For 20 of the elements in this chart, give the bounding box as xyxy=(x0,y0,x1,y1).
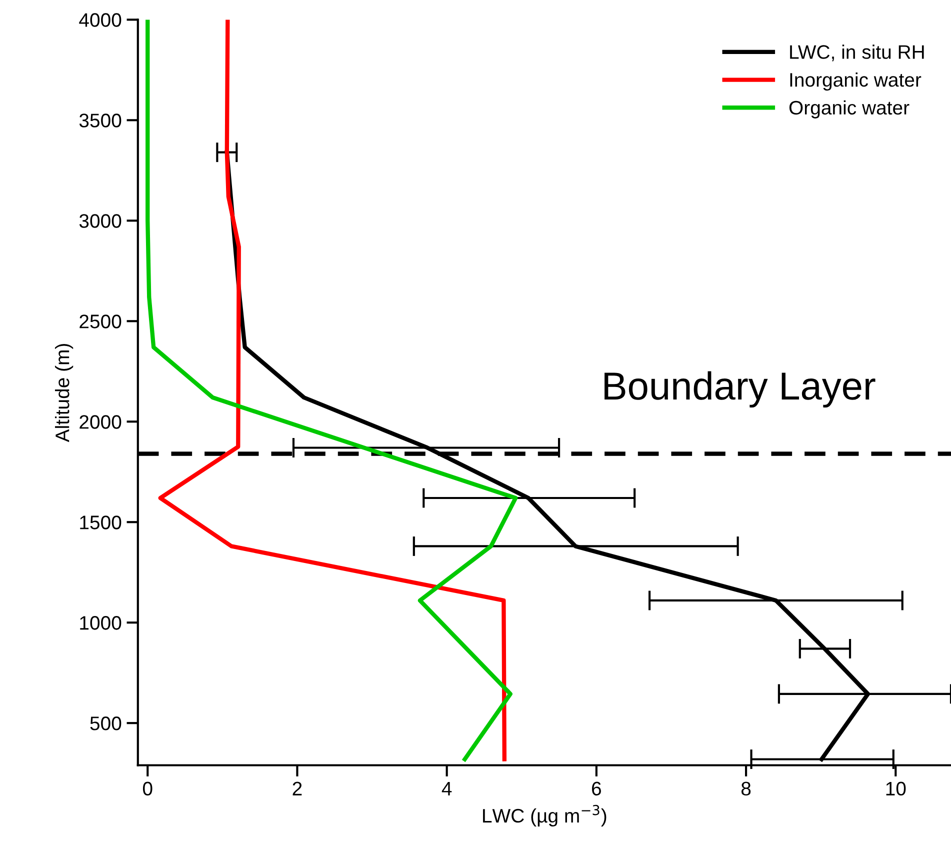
y-tick-label: 1500 xyxy=(80,516,122,530)
x-tick-label: 2 xyxy=(292,782,302,796)
legend-label: Inorganic water xyxy=(790,72,922,91)
y-axis-title: Altitude (m) xyxy=(54,344,74,442)
y-tick-label: 3500 xyxy=(79,114,122,128)
y-tick-label: 500 xyxy=(90,716,122,730)
x-tick-label: 8 xyxy=(741,782,751,796)
x-axis-title: LWC (µg m$^{−3}$) xyxy=(483,804,606,826)
legend-label: LWC, in situ RH xyxy=(790,44,924,62)
y-tick-label: 3000 xyxy=(79,214,122,228)
y-tick-label: 4000 xyxy=(79,13,122,27)
y-tick-label: 1000 xyxy=(80,616,122,630)
ref-line-label: Boundary Layer xyxy=(604,371,876,408)
x-tick-label: 0 xyxy=(142,782,152,796)
y-tick-label: 2500 xyxy=(80,314,122,328)
legend-label: Organic water xyxy=(789,100,910,118)
x-tick-label: 10 xyxy=(886,782,906,796)
x-tick-label: 4 xyxy=(442,782,452,796)
x-tick-label: 6 xyxy=(592,782,601,796)
y-tick-label: 2000 xyxy=(80,415,122,429)
